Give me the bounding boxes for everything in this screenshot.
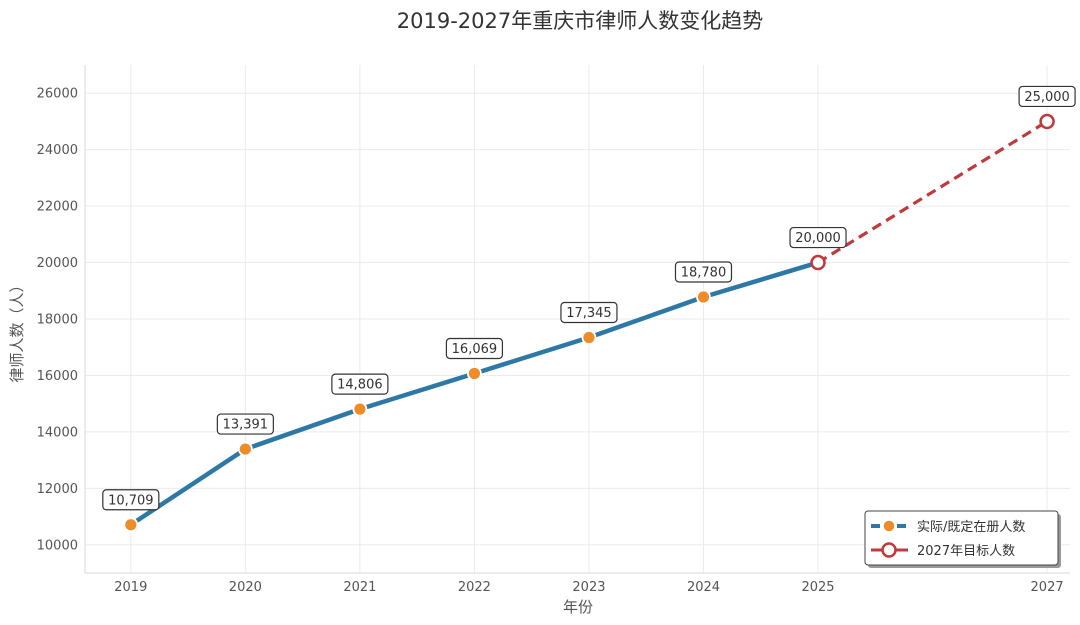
data-point-actual (237, 441, 253, 457)
series (123, 113, 1055, 533)
data-label-text: 10,709 (108, 493, 154, 508)
data-label: 16,069 (445, 337, 504, 360)
data-point-actual (467, 366, 482, 381)
data-point-target (810, 254, 826, 271)
data-point-target (1039, 113, 1055, 130)
y-tick-label: 12000 (37, 482, 78, 497)
x-tick-label: 2022 (458, 580, 491, 595)
legend-label-actual: 实际/既定在册人数 (917, 520, 1025, 535)
y-tick-label: 16000 (37, 369, 78, 384)
data-label-box (789, 226, 847, 249)
axes: 10000 12000 14000 16000 18000 20000 22000 24000… (37, 65, 1070, 595)
series-line-target (817, 120, 1048, 264)
chart-title: 2019-2027年重庆市律师人数变化趋势 (397, 9, 763, 33)
legend-frame (864, 510, 1059, 566)
x-tick-label: 2020 (229, 580, 262, 595)
data-label: 25,000 (1018, 85, 1076, 108)
data-label-text: 14,806 (337, 378, 383, 393)
legend-label-target: 2027年目标人数 (917, 544, 1015, 559)
data-label: 17,345 (560, 301, 618, 324)
y-tick-label: 14000 (37, 425, 78, 440)
data-label: 13,391 (216, 413, 274, 435)
x-tick-label: 2027 (1031, 580, 1064, 595)
data-label-box (1018, 85, 1076, 108)
data-label: 20,000 (789, 226, 847, 249)
y-tick-label: 10000 (37, 538, 78, 553)
x-tick-label: 2023 (572, 580, 605, 595)
data-label-box (560, 301, 618, 324)
data-point-actual (696, 289, 711, 305)
data-labels: 10,709 13,391 14,806 16,069 17,345 18,780 20,0… (102, 85, 1076, 511)
data-point-actual (581, 330, 597, 345)
x-tick-label: 2024 (687, 580, 720, 595)
data-point-actual (123, 517, 139, 533)
y-tick-label: 24000 (37, 143, 78, 158)
y-tick-label: 20000 (37, 256, 78, 271)
data-label-text: 18,780 (681, 265, 727, 280)
x-tick-label: 2021 (343, 580, 376, 595)
x-tick-label: 2019 (114, 580, 147, 595)
y-tick-label: 26000 (37, 87, 78, 102)
data-label-box (102, 489, 160, 511)
legend: 实际/既定在册人数 2027年目标人数 (864, 510, 1061, 568)
data-label-text: 13,391 (223, 418, 269, 433)
data-label: 14,806 (331, 373, 389, 395)
data-label: 18,780 (674, 261, 733, 283)
data-label-box (216, 413, 274, 435)
data-label: 10,709 (102, 489, 160, 511)
legend-marker-target (881, 542, 897, 558)
y-tick-label: 22000 (37, 200, 78, 215)
data-label-text: 20,000 (795, 231, 841, 246)
data-label-box (445, 337, 504, 360)
x-tick-label: 2025 (801, 580, 834, 595)
data-label-box (331, 373, 389, 395)
data-label-text: 25,000 (1024, 90, 1070, 105)
data-label-text: 17,345 (566, 306, 612, 321)
data-label-text: 16,069 (452, 342, 498, 357)
data-label-box (674, 261, 733, 283)
y-axis-label: 律师人数（人） (8, 277, 26, 382)
legend-marker-actual (882, 519, 896, 533)
data-point-actual (352, 401, 368, 417)
y-tick-label: 18000 (37, 313, 78, 328)
x-axis-label: 年份 (563, 598, 593, 616)
